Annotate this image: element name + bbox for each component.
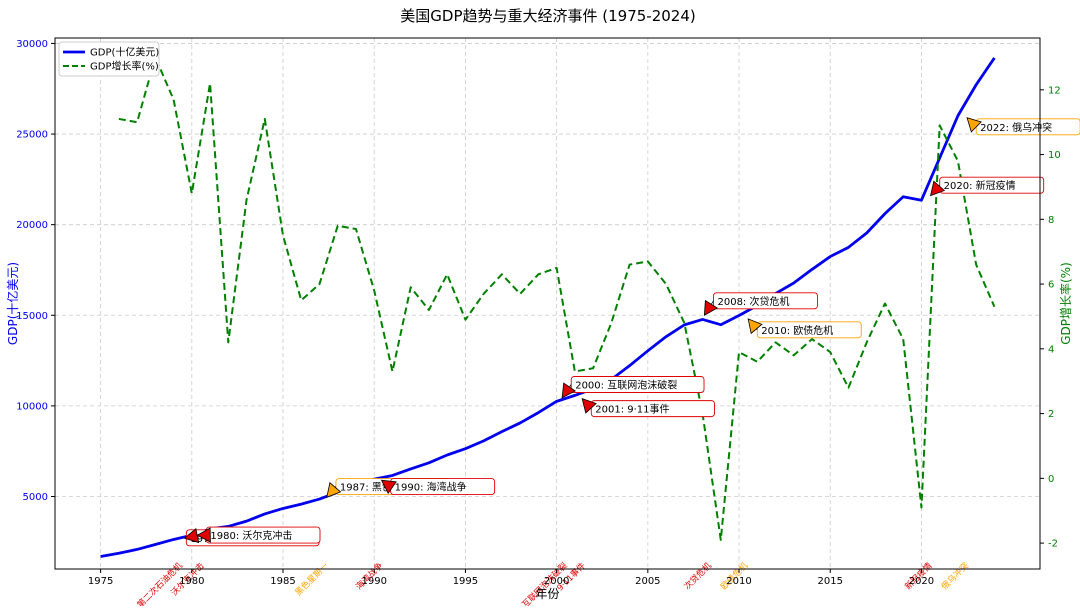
y-left-tick-label: 15000 xyxy=(16,311,48,322)
annotation-label: 1980: 沃尔克冲击 xyxy=(210,529,292,542)
annotation-label: 1990: 海湾战争 xyxy=(395,481,467,494)
y-left-tick-label: 10000 xyxy=(16,401,48,412)
plot-frame xyxy=(55,38,1040,569)
bottom-event-label: 俄乌冲突 xyxy=(939,560,971,592)
event-annotation: 2000: 互联网泡沫破裂 xyxy=(562,377,704,398)
x-tick-label: 1975 xyxy=(88,576,113,587)
event-annotation: 1980: 沃尔克冲击 xyxy=(197,527,320,543)
annotation-label: 2010: 欧债危机 xyxy=(761,324,833,337)
y-right-tick-label: 12 xyxy=(1048,85,1061,96)
annotation-label: 2000: 互联网泡沫破裂 xyxy=(575,379,677,392)
legend-label-gdp: GDP(十亿美元) xyxy=(90,46,159,59)
y-right-tick-label: 4 xyxy=(1048,344,1054,355)
event-annotation: 2001: 9·11事件 xyxy=(582,399,714,417)
annotation-label: 2008: 次贷危机 xyxy=(717,295,789,308)
x-tick-label: 2020 xyxy=(909,576,934,587)
y-left-tick-label: 20000 xyxy=(16,220,48,231)
y-left-tick-label: 25000 xyxy=(16,130,48,141)
legend: GDP(十亿美元)GDP增长率(%) xyxy=(59,42,159,76)
event-annotation: 1990: 海湾战争 xyxy=(382,479,495,495)
annotation-label: 2022: 俄乌冲突 xyxy=(980,121,1052,134)
y-right-tick-label: 8 xyxy=(1048,215,1054,226)
y-right-axis-label: GDP增长率(%) xyxy=(1058,262,1073,345)
y-left-tick-label: 5000 xyxy=(23,492,48,503)
annotation-label: 2001: 9·11事件 xyxy=(595,403,669,416)
grid xyxy=(55,38,1040,569)
chart-title: 美国GDP趋势与重大经济事件 (1975-2024) xyxy=(400,7,695,25)
bottom-event-label: 次贷危机 xyxy=(682,560,714,592)
event-annotation: 2022: 俄乌冲突 xyxy=(967,118,1080,135)
event-annotation: 2020: 新冠疫情 xyxy=(931,177,1044,196)
x-tick-label: 1990 xyxy=(361,576,386,587)
plot-area xyxy=(99,56,995,557)
y-right-tick-label: -2 xyxy=(1048,539,1058,550)
annotation-label: 2020: 新冠疫情 xyxy=(944,179,1016,192)
gdp-series-line xyxy=(101,58,995,557)
y-right-tick-label: 10 xyxy=(1048,150,1061,161)
legend-label-growth: GDP增长率(%) xyxy=(90,60,159,73)
y-right-tick-label: 0 xyxy=(1048,474,1054,485)
y-left-tick-label: 30000 xyxy=(16,39,48,50)
y-right-tick-label: 2 xyxy=(1048,409,1054,420)
x-tick-label: 1995 xyxy=(453,576,478,587)
x-tick-label: 2005 xyxy=(635,576,660,587)
event-annotation: 2010: 欧债危机 xyxy=(748,319,861,338)
bottom-event-label: 黑色星期一 xyxy=(293,560,331,598)
x-tick-label: 2010 xyxy=(726,576,751,587)
x-tick-label: 1985 xyxy=(270,576,295,587)
x-axis-label: 年份 xyxy=(535,587,559,601)
y-right-tick-label: 6 xyxy=(1048,280,1054,291)
x-tick-label: 2015 xyxy=(818,576,843,587)
event-annotation: 2008: 次贷危机 xyxy=(704,293,817,315)
y-left-axis-label: GDP(十亿美元) xyxy=(5,262,20,345)
x-tick-label: 2000 xyxy=(544,576,569,587)
x-tick-label: 1980 xyxy=(179,576,204,587)
